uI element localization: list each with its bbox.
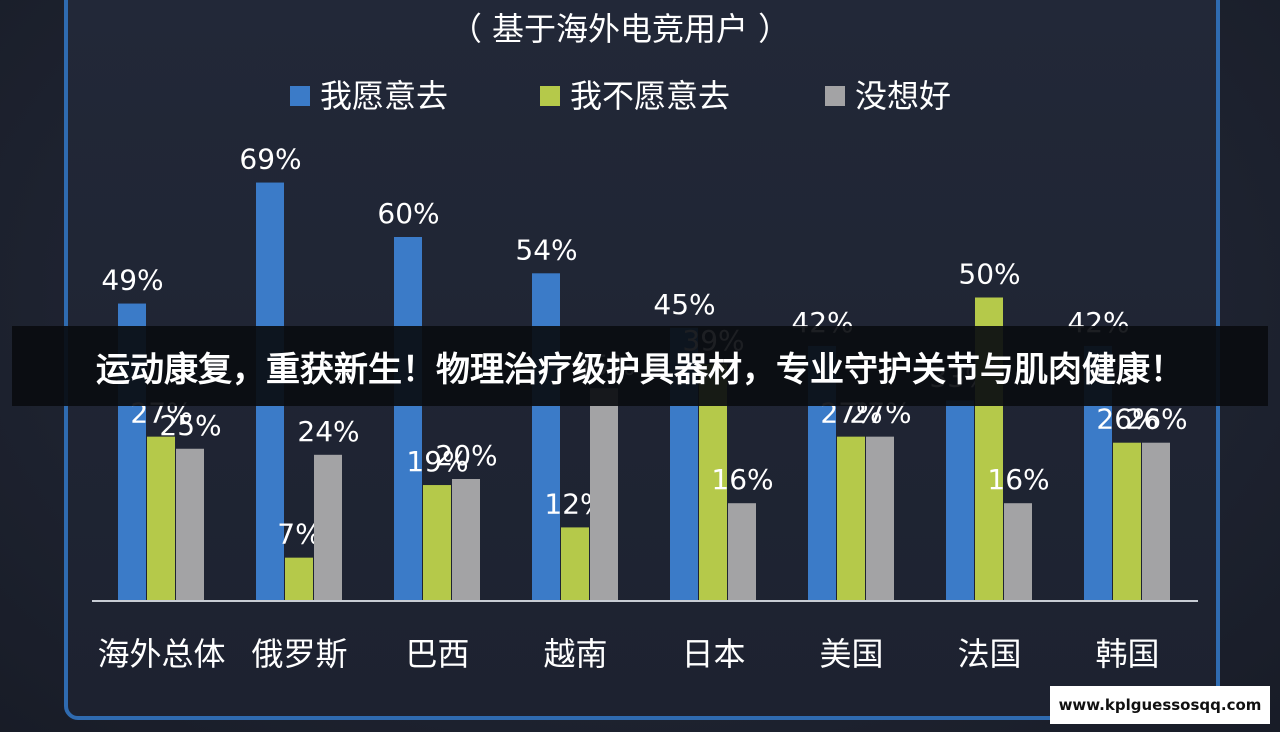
- bar-2-2: [285, 557, 313, 600]
- bar-value-label-2-1: 69%: [239, 143, 301, 176]
- legend-label-1: 我愿意去: [320, 77, 448, 115]
- bar-1-3: [176, 448, 204, 600]
- legend-swatch-1: [290, 86, 310, 106]
- promo-banner-text: 运动康复，重获新生！物理治疗级护具器材，专业守护关节与肌肉健康！: [96, 349, 1184, 390]
- bar-3-1: [394, 237, 422, 600]
- bar-value-label-3-2: 19%: [406, 445, 468, 478]
- bar-4-1: [532, 273, 560, 600]
- bar-value-label-4-1: 54%: [515, 233, 577, 266]
- bar-1-2: [147, 436, 175, 600]
- bar-value-label-5-3: 16%: [711, 463, 773, 496]
- bar-4-2: [561, 527, 589, 600]
- x-tick-label-5: 日本: [681, 635, 745, 673]
- chart-subtitle: （ 基于海外电竞用户 ）: [450, 10, 790, 48]
- bar-value-label-2-3: 24%: [297, 415, 359, 448]
- bar-value-label-3-3: 20%: [435, 439, 497, 472]
- watermark: www.kplguessosqq.com: [1050, 686, 1270, 724]
- bar-value-label-7-2: 50%: [958, 258, 1020, 291]
- bar-7-3: [1004, 503, 1032, 600]
- bar-value-label-3-1: 60%: [377, 197, 439, 230]
- bar-6-3: [866, 436, 894, 600]
- bar-8-2: [1113, 442, 1141, 600]
- bar-value-label-7-3: 16%: [987, 463, 1049, 496]
- bar-value-label-8-2: 26%: [1096, 403, 1158, 436]
- legend-swatch-2: [540, 86, 560, 106]
- x-tick-label-6: 美国: [819, 635, 883, 673]
- bar-value-label-5-1: 45%: [653, 288, 715, 321]
- legend-label-2: 我不愿意去: [570, 77, 730, 115]
- legend-swatch-3: [825, 86, 845, 106]
- x-tick-label-7: 法国: [957, 635, 1021, 673]
- bar-value-label-8-3: 26%: [1125, 403, 1187, 436]
- bar-4-3: [590, 388, 618, 600]
- bar-3-2: [423, 485, 451, 600]
- x-tick-label-8: 韩国: [1095, 635, 1159, 673]
- x-tick-label-4: 越南: [543, 635, 607, 673]
- x-tick-label-3: 巴西: [405, 635, 469, 673]
- bar-3-3: [452, 479, 480, 600]
- x-tick-label-2: 俄罗斯: [251, 635, 347, 673]
- bar-6-2: [837, 436, 865, 600]
- bar-value-label-1-3: 25%: [159, 409, 221, 442]
- x-tick-label-1: 海外总体: [97, 635, 225, 673]
- bar-2-3: [314, 454, 342, 600]
- watermark-text: www.kplguessosqq.com: [1058, 696, 1262, 714]
- bar-5-3: [728, 503, 756, 600]
- bar-8-3: [1142, 442, 1170, 600]
- bar-value-label-1-1: 49%: [101, 264, 163, 297]
- legend-label-3: 没想好: [855, 77, 951, 115]
- bar-7-1: [946, 400, 974, 600]
- promo-banner: 运动康复，重获新生！物理治疗级护具器材，专业守护关节与肌肉健康！: [12, 326, 1268, 406]
